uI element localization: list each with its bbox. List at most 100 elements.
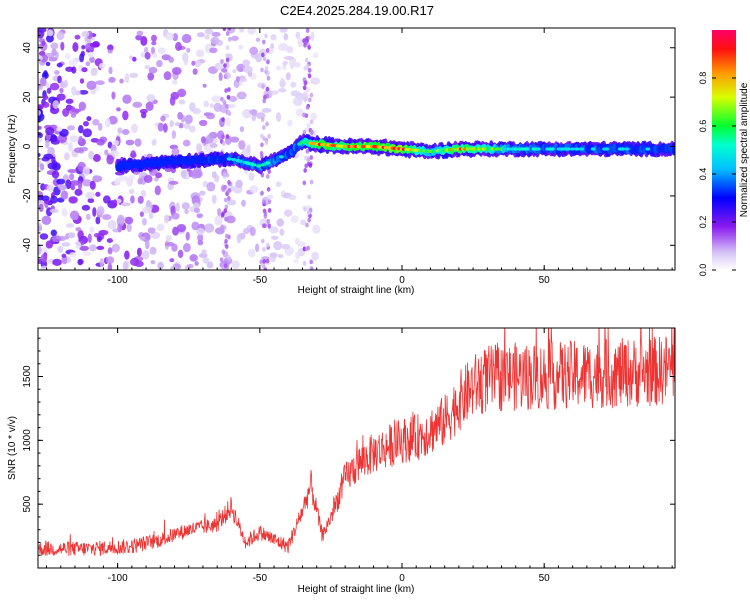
spectrogram-noise-cell [281,243,291,250]
spectrogram-noise-cell [262,246,266,252]
spectrogram-noise-cell [309,92,314,98]
spectrogram-noise-cell [262,56,267,62]
spectrogram-noise-cell [239,126,245,133]
spectrogram-noise-cell [101,214,112,221]
spectrogram-noise-cell [217,208,222,217]
spectrogram-noise-cell [295,31,301,40]
spectrogram-noise-cell [262,98,267,104]
spectrogram-noise-cell [52,162,61,171]
spectrogram-noise-cell [41,246,49,255]
spectrogram-noise-cell [227,187,232,193]
spectrogram-ridge-core [604,147,610,151]
spectrogram-noise-cell [305,148,310,154]
spectrogram-noise-cell [249,185,259,193]
colorbar-tick-label: 0.2 [698,216,708,229]
spectrogram-noise-cell [222,28,227,32]
spectrogram-noise-cell [304,57,309,63]
spectrogram-noise-cell [56,178,66,185]
spectrogram-noise-cell [288,58,294,67]
spectrogram-noise-cell [142,206,152,214]
spectrogram-noise-cell [251,114,256,122]
spectrogram-noise-cell [72,42,79,52]
snr-x-axis-label: Height of straight line (km) [298,584,415,595]
spectrogram-noise-cell [263,267,268,270]
spectrogram-noise-cell [48,56,58,62]
spectrogram-noise-cell [220,224,224,230]
spectrogram-noise-cell [156,223,165,232]
spectrogram-noise-cell [221,68,228,73]
spectrogram-noise-cell [56,126,63,132]
spectrogram-noise-cell [135,34,143,41]
spectrogram-noise-cell [38,125,42,130]
spectrogram-noise-cell [151,41,157,46]
spectrogram-noise-cell [305,105,310,110]
spectrogram-noise-cell [296,241,306,247]
spectrogram-noise-cell [171,66,182,75]
spectrogram-noise-cell [306,157,311,163]
spectrogram-noise-cell [306,122,311,129]
spectrogram-noise-cell [85,61,91,67]
spectrogram-noise-cell [290,215,299,224]
spectrogram-noise-cell [78,89,89,95]
spectrogram-noise-cell [223,63,227,68]
spectrogram-noise-cell [122,110,129,121]
snr-y-axis-label: SNR (10 * v/v) [7,416,18,480]
spectrogram-noise-cell [182,139,191,147]
spectrogram-noise-cell [273,240,283,251]
spectrogram-noise-cell [92,175,100,180]
spectrogram-noise-cell [92,154,101,162]
spectrogram-noise-cell [56,31,65,41]
spectrogram-noise-cell [283,209,293,217]
spectrogram-noise-cell [67,168,77,174]
spectrogram-noise-cell [70,180,80,186]
spectrogram-noise-cell [312,224,321,234]
spectrogram-noise-cell [68,59,78,66]
spectrogram-noise-cell [288,194,297,201]
spectrogram-noise-cell [277,253,284,259]
spectrogram-noise-cell [188,125,196,133]
spectrogram-noise-cell [43,153,54,160]
spectrogram-noise-cell [310,77,321,85]
spectrogram-noise-cell [269,226,279,234]
spectrogram-noise-cell [79,53,85,63]
spectrogram-noise-cell [50,42,59,50]
spectrogram-noise-cell [98,62,106,69]
spectrogram-noise-cell [308,97,312,103]
spectrogram-noise-cell [144,239,150,250]
spectrogram-noise-cell [71,85,77,96]
spectrogram-noise-cell [254,243,260,253]
spectrogram-noise-cell [57,75,62,84]
spectrogram-noise-cell [51,235,62,243]
spectrogram-noise-cell [52,258,62,266]
spectrogram-noise-cell [38,225,43,232]
spectrogram-noise-cell [170,265,178,270]
spectrogram-ridge-core [513,147,519,151]
spectrogram-noise-cell [98,229,109,236]
spectrogram-noise-cell [195,49,205,58]
spectrogram-noise-cell [193,207,201,214]
spectrogram-noise-cell [164,241,175,247]
spectrogram-noise-cell [277,88,287,93]
spectrogram-noise-cell [276,218,285,227]
spectrogram-noise-cell [107,263,113,270]
spectrogram-noise-cell [54,70,60,75]
spectrogram-noise-cell [74,34,81,40]
spectrogram-noise-cell [38,29,45,39]
spectrogram-noise-cell [52,100,59,109]
spectrogram-noise-cell [225,31,230,36]
spectrogram-noise-cell [141,218,147,226]
spectrogram-noise-cell [128,175,135,180]
snr-x-axis: -100 -50 0 50 [46,328,673,584]
spectrogram-noise-cell [206,261,214,269]
spectrogram-y-tick-label: -20 [22,188,33,203]
spectrogram-noise-cell [260,238,265,244]
spectrogram-noise-cell [260,262,265,268]
spectrogram-noise-cell [184,209,189,215]
spectrogram-noise-cell [266,218,271,224]
spectrogram-noise-cell [262,39,266,45]
snr-y-tick-label: 1000 [22,429,33,452]
spectrogram-noise-cell [221,140,226,146]
spectrogram-noise-cell [79,78,85,84]
spectrogram-noise-cell [282,60,288,66]
